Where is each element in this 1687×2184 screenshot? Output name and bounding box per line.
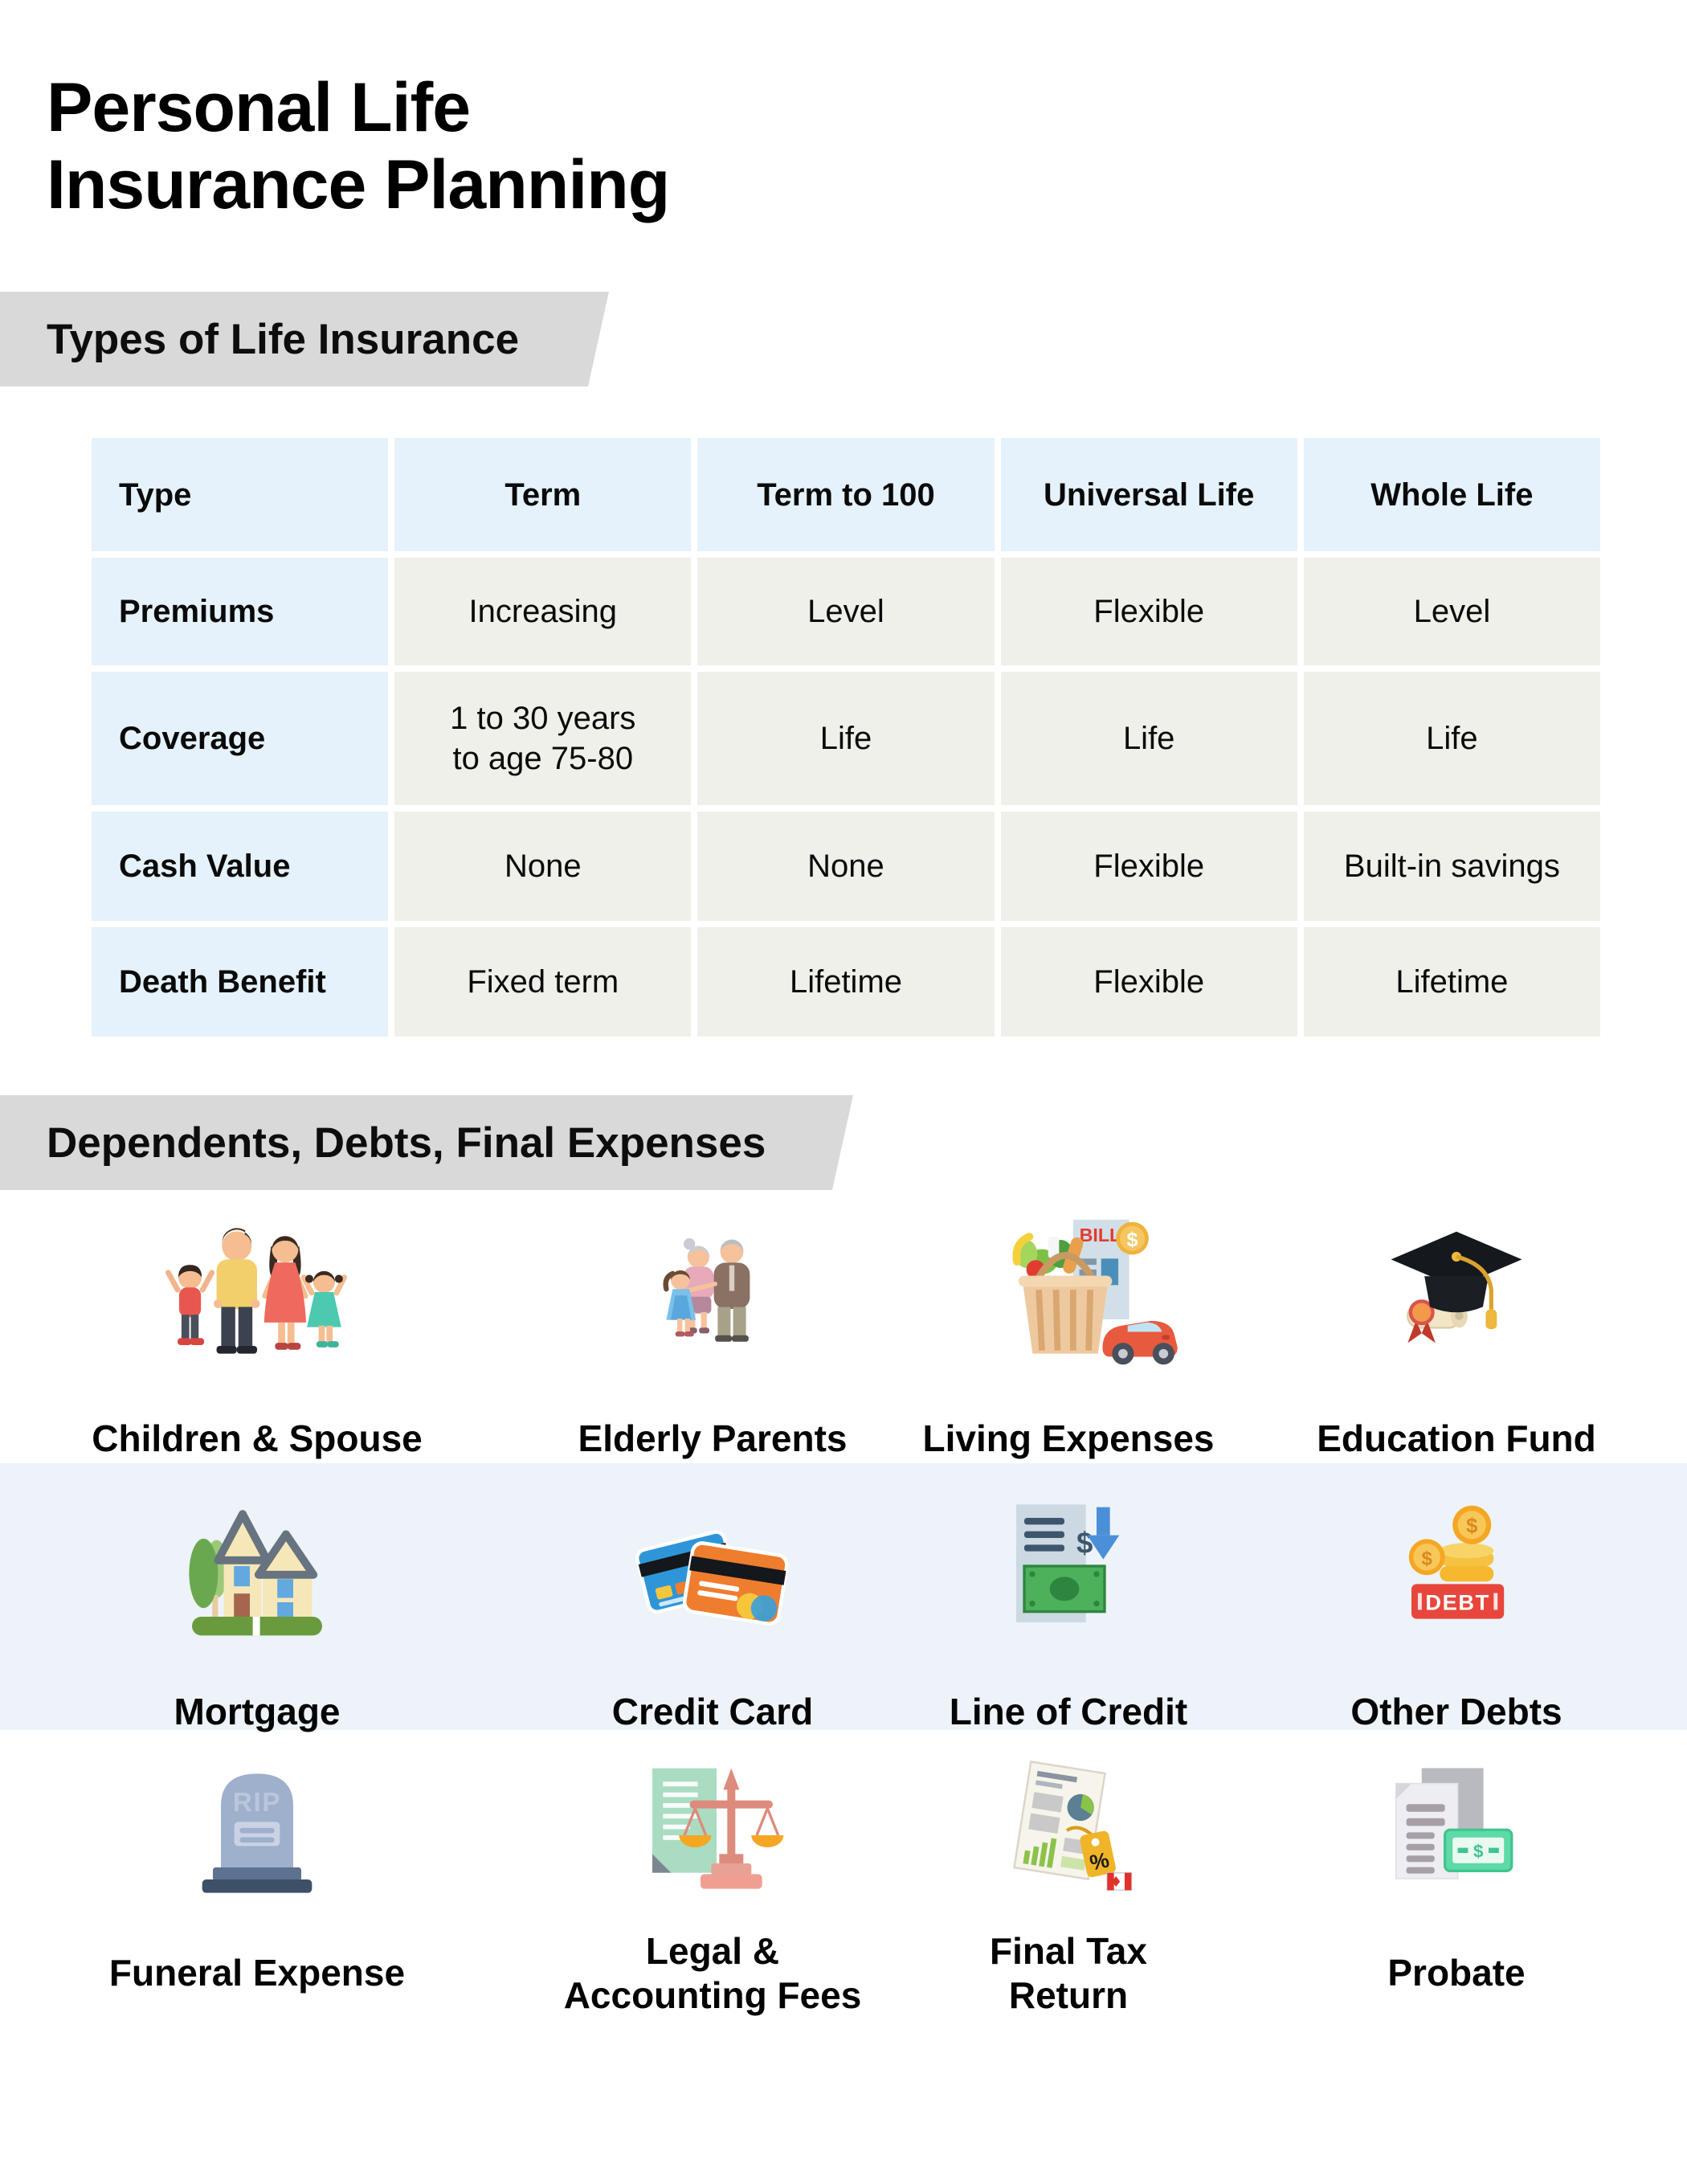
category-final-tax-return: % Final Tax Return xyxy=(911,1748,1226,2021)
grocery-bill-car-icon: BILL $ xyxy=(1012,1219,1178,1365)
types-banner-heading: Types of Life Insurance xyxy=(47,315,520,363)
category-label: Probate xyxy=(1387,1952,1526,1994)
coin-dollar-text: $ xyxy=(1466,1515,1477,1537)
category-probate: $ Probate xyxy=(1226,1748,1687,2021)
elderly-parents-icon xyxy=(663,1238,750,1342)
debt-text: DEBT xyxy=(1425,1589,1489,1614)
table-row-header: Premiums xyxy=(92,558,389,665)
bank-statement-arrow-icon: $ xyxy=(1016,1504,1120,1622)
table-cell: Life xyxy=(1000,672,1297,805)
rip-text: RIP xyxy=(233,1788,282,1818)
table-cell: Built-in savings xyxy=(1303,812,1600,921)
dependents-row: Children & Spouse xyxy=(0,1213,1687,1487)
statement-dollar-text: $ xyxy=(1076,1526,1093,1559)
category-label: Children & Spouse xyxy=(92,1417,423,1460)
coins-debt-icon: $ $ DEBT xyxy=(1408,1505,1505,1619)
debts-row: Mortgage xyxy=(0,1487,1687,1760)
page-title: Personal Life Insurance Planning xyxy=(47,69,670,224)
dependents-banner-heading: Dependents, Debts, Final Expenses xyxy=(47,1119,766,1167)
category-funeral-expense: RIP Funeral Expense xyxy=(0,1748,514,2021)
house-icon xyxy=(189,1510,322,1636)
family-icon xyxy=(165,1228,348,1354)
table-row-header: Cash Value xyxy=(92,812,389,921)
table-cell: Fixed term xyxy=(394,927,692,1037)
probate-documents-icon: $ xyxy=(1395,1768,1513,1879)
table-cell: Flexible xyxy=(1000,927,1297,1037)
table-cell: Life xyxy=(1303,672,1600,805)
category-line-of-credit: $ Line of Credit xyxy=(911,1487,1226,1760)
category-label: Legal & Accounting Fees xyxy=(563,1929,862,2016)
graduation-cap-icon xyxy=(1391,1231,1522,1344)
tombstone-icon: RIP xyxy=(202,1773,312,1893)
table-cell: Lifetime xyxy=(697,927,995,1037)
category-education-fund: Education Fund xyxy=(1226,1213,1687,1487)
table-cell: None xyxy=(697,812,995,921)
category-label: Final Tax Return xyxy=(990,1929,1147,2016)
types-banner: Types of Life Insurance xyxy=(0,292,609,386)
category-elderly-parents: Elderly Parents xyxy=(514,1213,911,1487)
table-cell: Increasing xyxy=(394,558,692,665)
category-label: Line of Credit xyxy=(949,1691,1188,1733)
table-cell: 1 to 30 years to age 75-80 xyxy=(394,672,692,805)
category-mortgage: Mortgage xyxy=(0,1487,514,1760)
table-cell: Level xyxy=(1303,558,1600,665)
table-row-header: Death Benefit xyxy=(92,927,389,1037)
table-cell: Life xyxy=(697,672,995,805)
scales-document-icon xyxy=(652,1768,784,1889)
table-cell: Lifetime xyxy=(1303,927,1600,1037)
category-label: Funeral Expense xyxy=(108,1952,406,1994)
table-col-header: Type xyxy=(92,438,389,551)
table-cell: Flexible xyxy=(1000,558,1297,665)
table-cell: None xyxy=(394,812,692,921)
table-cell: Level xyxy=(697,558,995,665)
category-legal-accounting-fees: Legal & Accounting Fees xyxy=(514,1748,911,2021)
table-col-header: Term xyxy=(394,438,692,551)
category-other-debts: $ $ DEBT Other Debts xyxy=(1226,1487,1687,1760)
tax-return-icon: % xyxy=(1013,1760,1133,1892)
category-label: Education Fund xyxy=(1317,1417,1596,1460)
comparison-table: Type Term Term to 100 Universal Life Who… xyxy=(92,438,1600,1037)
category-credit-card: Credit Card xyxy=(514,1487,911,1760)
dependents-banner: Dependents, Debts, Final Expenses xyxy=(0,1095,853,1190)
coin-dollar-text: $ xyxy=(1422,1548,1433,1569)
credit-cards-icon xyxy=(635,1530,789,1626)
table-row-header: Coverage xyxy=(92,672,389,805)
table-cell: Flexible xyxy=(1000,812,1297,921)
bill-text: BILL xyxy=(1080,1225,1121,1245)
percent-text: % xyxy=(1088,1847,1111,1875)
category-living-expenses: BILL $ xyxy=(911,1213,1226,1487)
category-label: Living Expenses xyxy=(922,1417,1215,1460)
table-col-header: Term to 100 xyxy=(697,438,995,551)
banknote-dollar-text: $ xyxy=(1473,1842,1484,1862)
final-expenses-row: RIP Funeral Expense xyxy=(0,1748,1687,2021)
category-label: Mortgage xyxy=(174,1691,341,1733)
category-label: Elderly Parents xyxy=(578,1417,848,1460)
coin-dollar-text: $ xyxy=(1127,1229,1138,1251)
category-label: Other Debts xyxy=(1350,1691,1562,1733)
category-children-spouse: Children & Spouse xyxy=(0,1213,514,1487)
category-label: Credit Card xyxy=(611,1691,814,1733)
table-col-header: Whole Life xyxy=(1303,438,1600,551)
table-col-header: Universal Life xyxy=(1000,438,1297,551)
